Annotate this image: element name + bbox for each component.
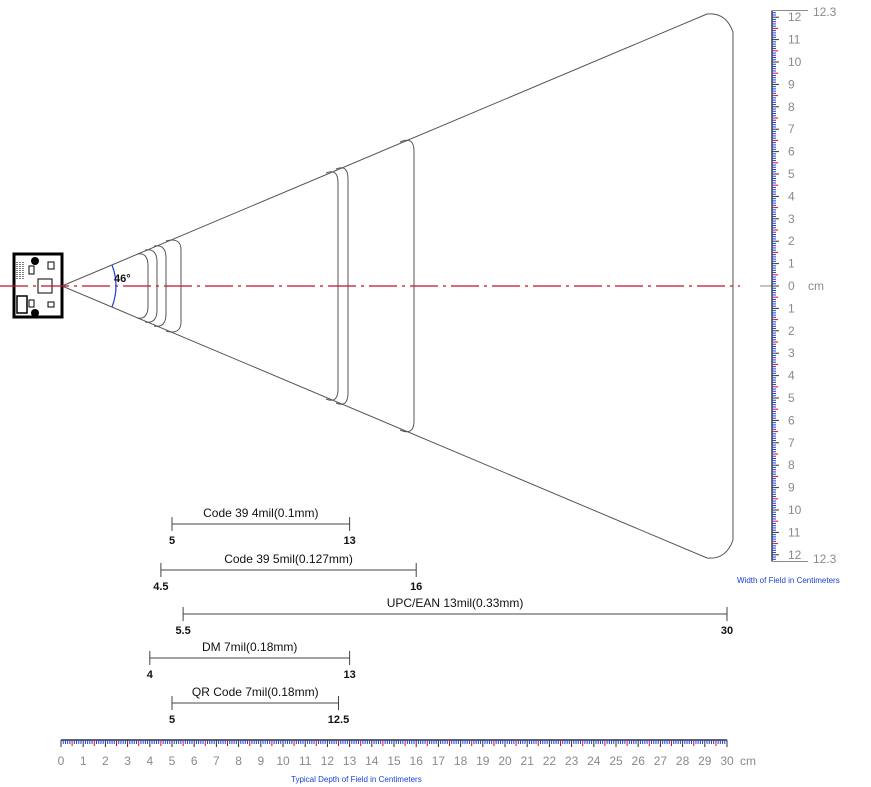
width-tick-label: 3 <box>788 346 795 360</box>
range-bar-name: QR Code 7mil(0.18mm) <box>192 685 319 699</box>
width-tick-label: 8 <box>788 100 795 114</box>
depth-tick-label: 10 <box>276 754 290 768</box>
range-bar-min-label: 4.5 <box>153 581 168 593</box>
depth-axis-caption: Typical Depth of Field in Centimeters <box>291 775 422 784</box>
reading-range-bars: Code 39 4mil(0.1mm) 5 13 Code 39 5mil(0.127… <box>147 506 733 726</box>
range-bar: Code 39 5mil(0.127mm) 4.5 16 <box>153 552 422 593</box>
range-bar: QR Code 7mil(0.18mm) 5 12.5 <box>169 685 349 726</box>
range-bar-min-label: 5 <box>169 535 175 547</box>
depth-tick-label: 5 <box>169 754 176 768</box>
depth-unit-label: cm <box>740 754 756 768</box>
depth-tick-label: 27 <box>654 754 668 768</box>
width-tick-label: 4 <box>788 189 795 203</box>
width-bottom-end-label: 12.3 <box>813 552 837 566</box>
width-tick-label-zero: 0 <box>788 279 795 293</box>
field-angle-arc <box>111 264 117 308</box>
depth-tick-label: 19 <box>476 754 490 768</box>
depth-tick-label: 14 <box>365 754 379 768</box>
range-bar: Code 39 4mil(0.1mm) 5 13 <box>169 506 356 547</box>
width-tick-label: 12 <box>788 548 802 562</box>
width-tick-label: 3 <box>788 212 795 226</box>
depth-tick-label: 16 <box>410 754 424 768</box>
width-tick-label: 1 <box>788 257 795 271</box>
width-tick-label: 10 <box>788 503 802 517</box>
range-bar-max-label: 13 <box>343 535 355 547</box>
range-bar-max-label: 30 <box>721 625 733 637</box>
depth-tick-label: 24 <box>587 754 601 768</box>
width-tick-label: 5 <box>788 167 795 181</box>
range-bar-name: Code 39 5mil(0.127mm) <box>224 552 353 566</box>
depth-tick-label: 26 <box>632 754 646 768</box>
depth-tick-label: 8 <box>235 754 242 768</box>
width-tick-label: 7 <box>788 436 795 450</box>
depth-tick-label: 21 <box>521 754 535 768</box>
depth-tick-label: 1 <box>80 754 87 768</box>
width-tick-label: 9 <box>788 77 795 91</box>
range-bar-min-label: 5.5 <box>175 625 190 637</box>
range-bar-min-label: 5 <box>169 714 175 726</box>
range-bar-name: Code 39 4mil(0.1mm) <box>203 506 318 520</box>
width-top-end-label: 12.3 <box>813 5 837 19</box>
width-tick-label: 11 <box>788 525 801 539</box>
width-tick-label: 2 <box>788 324 795 338</box>
range-bar-max-label: 12.5 <box>328 714 349 726</box>
depth-tick-label: 12 <box>321 754 335 768</box>
width-tick-label: 4 <box>788 369 795 383</box>
depth-tick-label: 15 <box>387 754 401 768</box>
width-tick-label: 1 <box>788 301 795 315</box>
depth-tick-label: 2 <box>102 754 109 768</box>
width-tick-label: 2 <box>788 234 795 248</box>
depth-tick-label: 0 <box>58 754 65 768</box>
depth-tick-label: 29 <box>698 754 712 768</box>
depth-tick-label: 30 <box>720 754 734 768</box>
depth-tick-label: 7 <box>213 754 220 768</box>
width-tick-label: 8 <box>788 458 795 472</box>
depth-tick-label: 18 <box>454 754 468 768</box>
depth-tick-label: 13 <box>343 754 357 768</box>
width-tick-label: 10 <box>788 55 802 69</box>
range-bar-max-label: 16 <box>410 581 422 593</box>
depth-tick-label: 28 <box>676 754 690 768</box>
depth-tick-label: 20 <box>498 754 512 768</box>
range-bar-min-label: 4 <box>147 669 154 681</box>
width-tick-label: 11 <box>788 33 801 47</box>
depth-tick-label: 23 <box>565 754 579 768</box>
depth-tick-label: 22 <box>543 754 557 768</box>
depth-tick-label: 4 <box>146 754 153 768</box>
width-axis-caption: Width of Field in Centimeters <box>737 576 840 585</box>
width-tick-label: 9 <box>788 481 795 495</box>
depth-tick-label: 17 <box>432 754 446 768</box>
field-angle-label: 46° <box>114 273 131 285</box>
range-bar: UPC/EAN 13mil(0.33mm) 5.5 30 <box>175 596 733 637</box>
width-tick-label: 6 <box>788 145 795 159</box>
depth-tick-label: 9 <box>257 754 264 768</box>
depth-tick-label: 11 <box>299 754 312 768</box>
range-bar-max-label: 13 <box>343 669 355 681</box>
range-bar: DM 7mil(0.18mm) 4 13 <box>147 640 356 681</box>
width-tick-label: 6 <box>788 413 795 427</box>
depth-tick-label: 25 <box>609 754 623 768</box>
range-bar-name: DM 7mil(0.18mm) <box>202 640 297 654</box>
width-tick-label: 7 <box>788 122 795 136</box>
width-tick-label: 5 <box>788 391 795 405</box>
depth-tick-label: 3 <box>124 754 131 768</box>
depth-of-field-ruler: 0 1 2 3 4 5 6 7 8 9 10 11 12 13 14 15 16 17 18 19 20 21 22 23 24… <box>58 739 734 768</box>
width-unit-label: cm <box>808 279 824 293</box>
range-bar-name: UPC/EAN 13mil(0.33mm) <box>387 596 524 610</box>
width-tick-label: 12 <box>788 10 802 24</box>
depth-tick-label: 6 <box>191 754 198 768</box>
